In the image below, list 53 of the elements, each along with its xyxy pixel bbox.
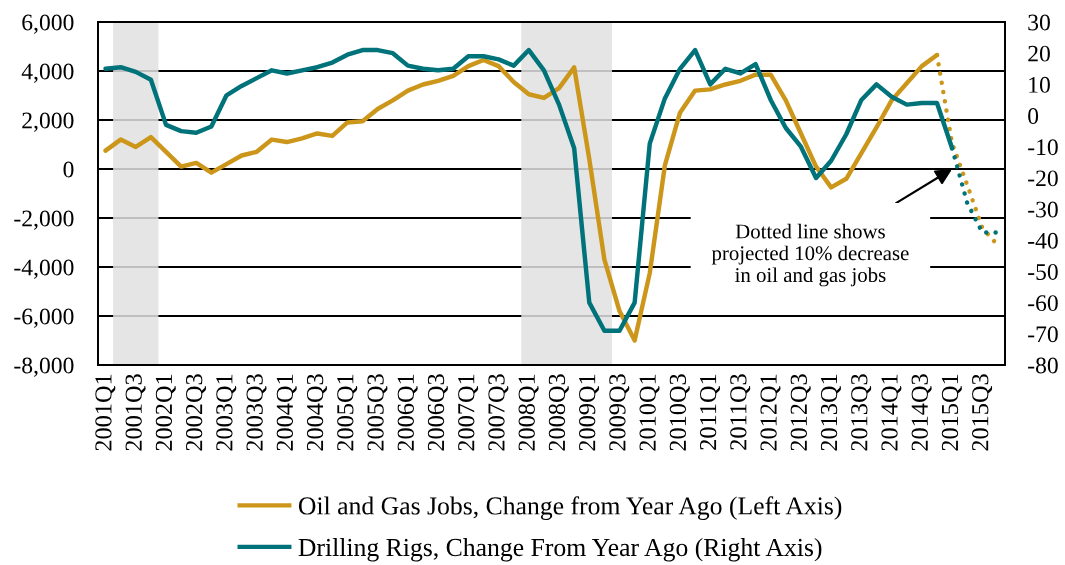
x-tick-label: 2009Q3 [609, 374, 630, 451]
legend-label: Drilling Rigs, Change From Year Ago (Right Axis) [298, 538, 822, 562]
y2-tick-label: 30 [1028, 14, 1050, 31]
x-tick-label: 2013Q3 [851, 374, 872, 451]
x-tick-label: 2003Q1 [216, 374, 237, 451]
y-tick-label: 2,000 [22, 112, 74, 132]
x-tick-label: 2005Q3 [367, 374, 388, 451]
x-tick-label: 2014Q1 [881, 374, 902, 451]
y2-tick-label: -40 [1028, 232, 1058, 249]
y-tick-label: -6,000 [14, 308, 74, 328]
annotation: Dotted line shows projected 10% decrease in oil and gas jobs [711, 223, 909, 287]
y2-tick-label: -60 [1028, 295, 1058, 312]
x-tick-label: 2011Q1 [699, 374, 721, 450]
x-tick-label: 2004Q3 [306, 374, 327, 451]
x-tick-label: 2003Q3 [246, 374, 267, 451]
legend-label: Oil and Gas Jobs, Change from Year Ago (Left Axis) [298, 496, 842, 520]
y2-tick-label: -80 [1028, 357, 1058, 374]
x-tick-label: 2002Q3 [185, 374, 207, 451]
x-tick-label: 2012Q3 [790, 374, 811, 451]
x-tick-label: 2004Q1 [276, 374, 297, 451]
x-tick-label: 2006Q3 [427, 374, 448, 451]
x-tick-label: 2007Q1 [458, 374, 479, 451]
x-tick-label: 2008Q1 [518, 374, 539, 451]
x-tick-label: 2012Q1 [760, 374, 781, 451]
y-tick-label: -4,000 [14, 259, 74, 279]
y2-tick-label: 0 [1028, 108, 1039, 124]
x-tick-label: 2001Q3 [125, 374, 146, 451]
y2-tick-label: -30 [1028, 201, 1058, 218]
y2-tick-label: -70 [1028, 326, 1058, 343]
x-tick-label: 2013Q1 [820, 374, 841, 451]
y-tick-label: 6,000 [22, 14, 74, 34]
y2-tick-label: -10 [1028, 139, 1058, 156]
x-tick-label: 2009Q1 [578, 374, 600, 451]
x-tick-label: 2006Q1 [397, 374, 418, 451]
x-tick-label: 2008Q3 [548, 374, 569, 451]
x-tick-label: 2001Q1 [95, 374, 116, 451]
y2-tick-label: 20 [1028, 45, 1050, 62]
x-tick-label: 2011Q3 [730, 374, 751, 450]
y-tick-label: 0 [63, 161, 74, 178]
y-tick-label: -2,000 [14, 210, 74, 230]
x-tick-label: 2010Q3 [669, 374, 690, 451]
y2-tick-label: 10 [1029, 76, 1050, 93]
x-tick-label: 2005Q1 [337, 374, 358, 451]
x-tick-label: 2002Q1 [155, 374, 176, 451]
y2-tick-label: -50 [1028, 263, 1058, 280]
y-tick-label: -8,000 [14, 357, 74, 377]
x-tick-label: 2015Q1 [941, 374, 962, 451]
y2-tick-label: -20 [1028, 170, 1058, 187]
x-tick-label: 2007Q3 [488, 374, 509, 451]
x-tick-label: 2015Q3 [972, 374, 993, 451]
y-tick-label: 4,000 [21, 63, 74, 83]
x-tick-label: 2010Q1 [639, 374, 660, 451]
x-tick-label: 2014Q3 [911, 374, 932, 451]
